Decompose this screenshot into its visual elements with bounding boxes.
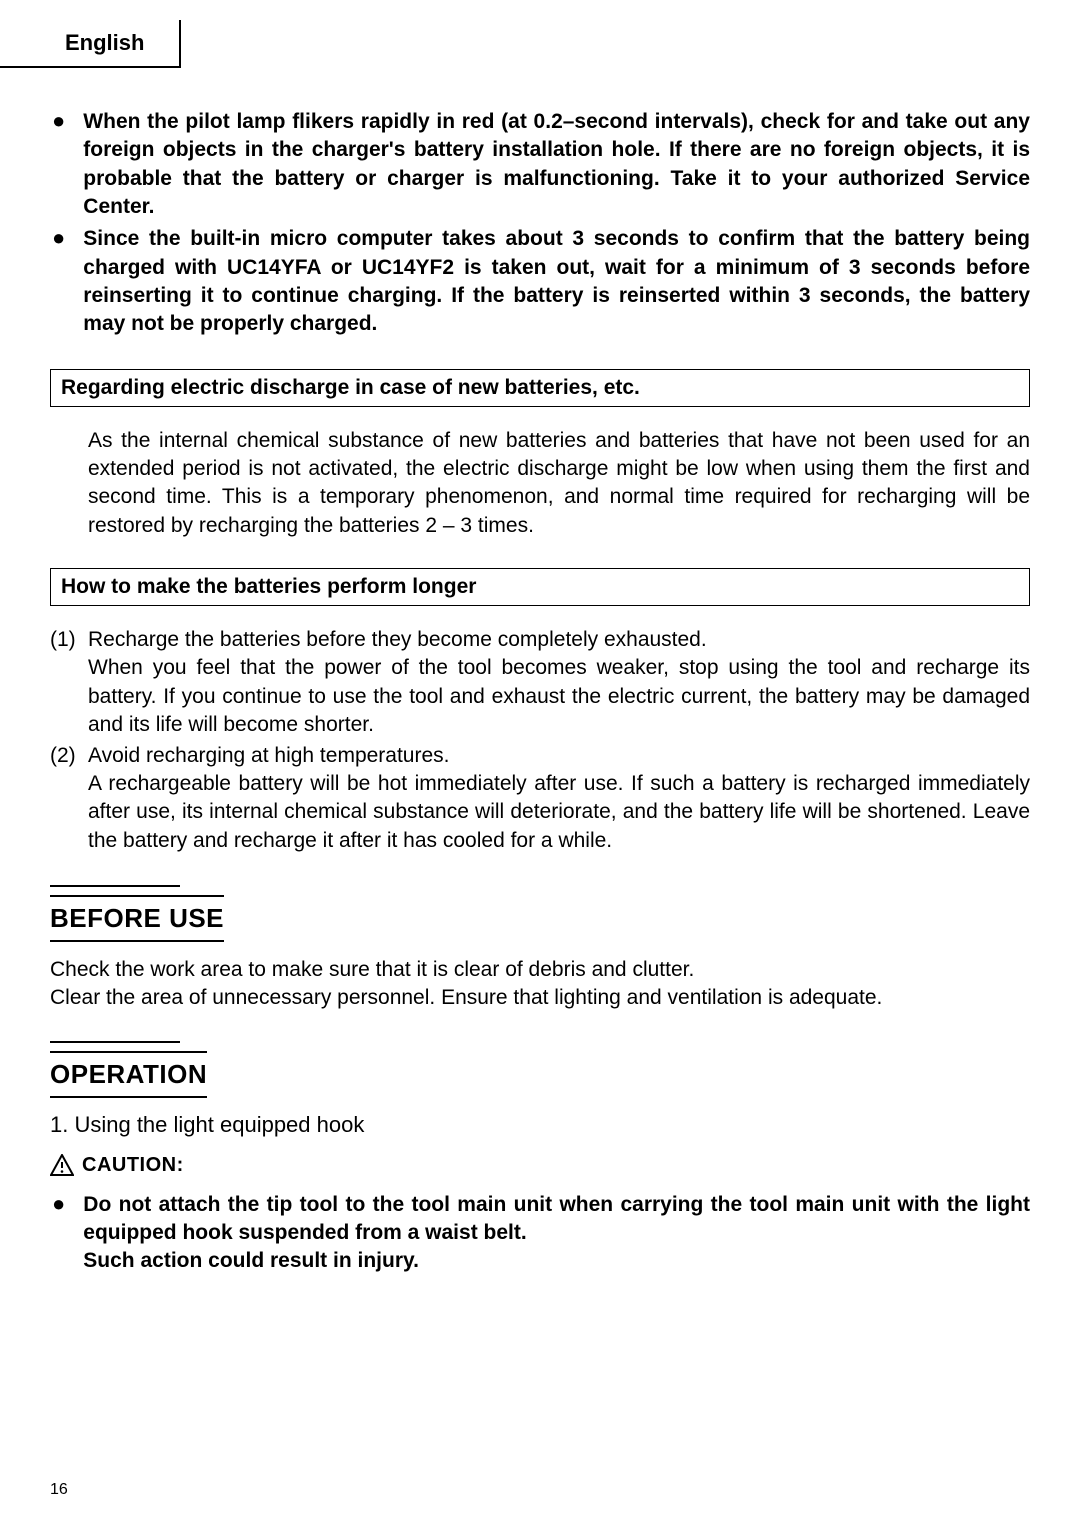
bullet-icon: ● [52, 108, 65, 134]
warning-icon [50, 1154, 74, 1176]
language-tab: English [0, 20, 181, 68]
operation-heading: OPERATION [50, 1051, 207, 1098]
bullet-icon: ● [52, 225, 65, 251]
caution-bullet-list: ● Do not attach the tip tool to the tool… [50, 1191, 1030, 1276]
list-body: When you feel that the power of the tool… [88, 656, 1030, 736]
caution-line: CAUTION: [50, 1154, 1030, 1177]
bullet-text: Do not attach the tip tool to the tool m… [83, 1191, 1030, 1276]
list-lead: Avoid recharging at high temperatures. [88, 744, 450, 767]
list-text: Avoid recharging at high temperatures. A… [88, 742, 1030, 855]
list-item: (1) Recharge the batteries before they b… [50, 626, 1030, 739]
discharge-paragraph: As the internal chemical substance of ne… [88, 427, 1030, 540]
before-use-text: Check the work area to make sure that it… [50, 956, 1030, 1013]
boxed-heading-perform: How to make the batteries perform longer [50, 568, 1030, 606]
operation-subheading: 1. Using the light equipped hook [50, 1112, 1030, 1138]
bullet-item: ● When the pilot lamp flikers rapidly in… [50, 108, 1030, 221]
divider [50, 1041, 180, 1051]
list-item: (2) Avoid recharging at high temperature… [50, 742, 1030, 855]
bullet-text: When the pilot lamp flikers rapidly in r… [83, 108, 1030, 221]
bullet-item: ● Since the built-in micro computer take… [50, 225, 1030, 338]
list-lead: Recharge the batteries before they becom… [88, 628, 707, 651]
before-use-heading: BEFORE USE [50, 895, 224, 942]
bullet-item: ● Do not attach the tip tool to the tool… [50, 1191, 1030, 1276]
boxed-heading-discharge: Regarding electric discharge in case of … [50, 369, 1030, 407]
caution-label: CAUTION: [82, 1154, 184, 1177]
top-bullet-list: ● When the pilot lamp flikers rapidly in… [50, 108, 1030, 339]
list-number: (1) [50, 626, 88, 654]
manual-page: English ● When the pilot lamp flikers ra… [0, 0, 1080, 1529]
list-body: A rechargeable battery will be hot immed… [88, 772, 1030, 852]
list-text: Recharge the batteries before they becom… [88, 626, 1030, 739]
list-number: (2) [50, 742, 88, 770]
divider [50, 885, 180, 895]
page-number: 16 [50, 1481, 68, 1499]
perform-list: (1) Recharge the batteries before they b… [50, 626, 1030, 855]
bullet-icon: ● [52, 1191, 65, 1217]
bullet-text: Since the built-in micro computer takes … [83, 225, 1030, 338]
